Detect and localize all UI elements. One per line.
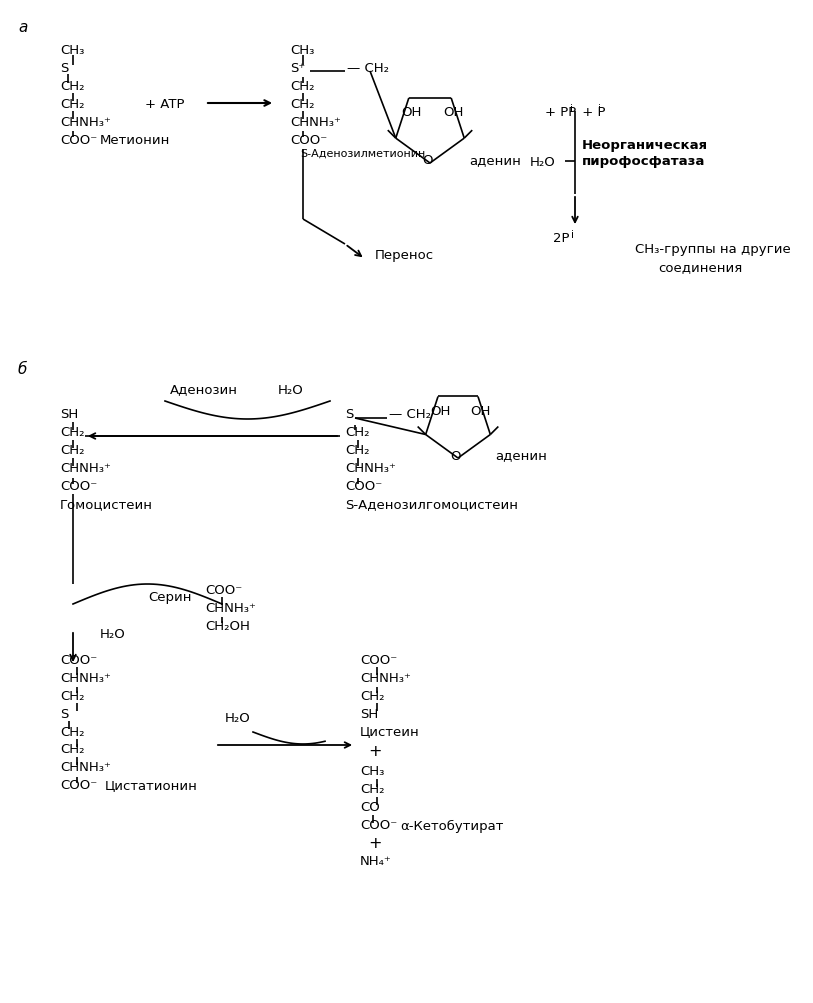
Text: S: S bbox=[345, 408, 354, 421]
Text: S-Аденозилгомоцистеин: S-Аденозилгомоцистеин bbox=[345, 498, 518, 511]
Text: CH₂: CH₂ bbox=[60, 79, 85, 92]
Text: Метионин: Метионин bbox=[100, 133, 171, 146]
Text: SH: SH bbox=[60, 408, 78, 421]
Text: H₂O: H₂O bbox=[100, 628, 126, 641]
Text: Гомоцистеин: Гомоцистеин bbox=[60, 498, 153, 511]
Text: CHNH₃⁺: CHNH₃⁺ bbox=[60, 115, 111, 128]
Text: + PP: + PP bbox=[545, 105, 576, 118]
Text: CH₂: CH₂ bbox=[60, 743, 85, 755]
Text: OH: OH bbox=[430, 404, 450, 417]
Text: NH₄⁺: NH₄⁺ bbox=[360, 855, 392, 868]
Text: i: i bbox=[570, 104, 573, 114]
Text: CO: CO bbox=[360, 800, 380, 813]
Text: CH₃: CH₃ bbox=[290, 43, 315, 56]
Text: Неорганическая: Неорганическая bbox=[582, 138, 708, 151]
Text: O: O bbox=[422, 154, 433, 168]
Text: CH₂: CH₂ bbox=[60, 689, 85, 702]
Text: +: + bbox=[368, 744, 381, 758]
Text: аденин: аденин bbox=[469, 154, 521, 168]
Text: CHNH₃⁺: CHNH₃⁺ bbox=[345, 462, 396, 475]
Text: S-Аденозилметионин: S-Аденозилметионин bbox=[300, 148, 425, 158]
Text: Цистеин: Цистеин bbox=[360, 725, 420, 738]
Text: O: O bbox=[450, 449, 460, 462]
Text: Аденозин: Аденозин bbox=[170, 383, 238, 396]
Text: + ATP: + ATP bbox=[145, 97, 185, 110]
Text: S⁺: S⁺ bbox=[290, 61, 305, 74]
Text: COO⁻: COO⁻ bbox=[60, 133, 98, 146]
Text: CH₂: CH₂ bbox=[360, 689, 385, 702]
Text: CHNH₃⁺: CHNH₃⁺ bbox=[205, 601, 256, 614]
Text: — CH₂: — CH₂ bbox=[389, 408, 431, 421]
Text: +: + bbox=[368, 835, 381, 851]
Text: H₂O: H₂O bbox=[278, 383, 304, 396]
Text: i: i bbox=[571, 230, 574, 240]
Text: CH₂: CH₂ bbox=[60, 725, 85, 738]
Text: S: S bbox=[60, 61, 68, 74]
Text: CH₂: CH₂ bbox=[60, 444, 85, 457]
Text: OH: OH bbox=[470, 404, 490, 417]
Text: Серин: Серин bbox=[148, 590, 192, 603]
Text: CH₂: CH₂ bbox=[360, 782, 385, 795]
Text: COO⁻: COO⁻ bbox=[205, 583, 242, 596]
Text: CH₂: CH₂ bbox=[60, 97, 85, 110]
Text: соединения: соединения bbox=[658, 261, 742, 274]
Text: CH₃-группы на другие: CH₃-группы на другие bbox=[635, 244, 791, 256]
Text: CHNH₃⁺: CHNH₃⁺ bbox=[290, 115, 341, 128]
Text: а: а bbox=[18, 20, 28, 35]
Text: CHNH₃⁺: CHNH₃⁺ bbox=[60, 462, 111, 475]
Text: CH₂: CH₂ bbox=[290, 97, 315, 110]
Text: S: S bbox=[60, 707, 68, 720]
Text: CH₃: CH₃ bbox=[60, 43, 85, 56]
Text: Цистатионин: Цистатионин bbox=[105, 778, 198, 791]
Text: CH₂: CH₂ bbox=[290, 79, 315, 92]
Text: SH: SH bbox=[360, 707, 378, 720]
Text: CH₂OH: CH₂OH bbox=[205, 619, 250, 632]
Text: COO⁻: COO⁻ bbox=[360, 818, 398, 831]
Text: H₂O: H₂O bbox=[530, 155, 556, 169]
Text: COO⁻: COO⁻ bbox=[360, 653, 398, 666]
Text: CH₂: CH₂ bbox=[345, 444, 369, 457]
Text: + P: + P bbox=[578, 105, 606, 118]
Text: COO⁻: COO⁻ bbox=[345, 480, 382, 493]
Text: CHNH₃⁺: CHNH₃⁺ bbox=[360, 671, 411, 684]
Text: i: i bbox=[598, 104, 601, 114]
Text: H₂O: H₂O bbox=[225, 711, 250, 724]
Text: COO⁻: COO⁻ bbox=[60, 480, 98, 493]
Text: пирофосфатаза: пирофосфатаза bbox=[582, 154, 706, 168]
Text: CHNH₃⁺: CHNH₃⁺ bbox=[60, 760, 111, 773]
Text: 2P: 2P bbox=[553, 232, 569, 245]
Text: CH₂: CH₂ bbox=[60, 426, 85, 439]
Text: OH: OH bbox=[401, 106, 421, 119]
Text: CH₃: CH₃ bbox=[360, 764, 385, 777]
Text: COO⁻: COO⁻ bbox=[60, 653, 98, 666]
Text: — CH₂: — CH₂ bbox=[347, 61, 389, 74]
Text: α-Кетобутират: α-Кетобутират bbox=[400, 818, 503, 831]
Text: Перенос: Перенос bbox=[375, 249, 434, 261]
Text: аденин: аденин bbox=[495, 449, 547, 462]
Text: COO⁻: COO⁻ bbox=[290, 133, 328, 146]
Text: CHNH₃⁺: CHNH₃⁺ bbox=[60, 671, 111, 684]
Text: б: б bbox=[18, 362, 28, 377]
Text: CH₂: CH₂ bbox=[345, 426, 369, 439]
Text: OH: OH bbox=[443, 106, 463, 119]
Text: COO⁻: COO⁻ bbox=[60, 778, 98, 791]
